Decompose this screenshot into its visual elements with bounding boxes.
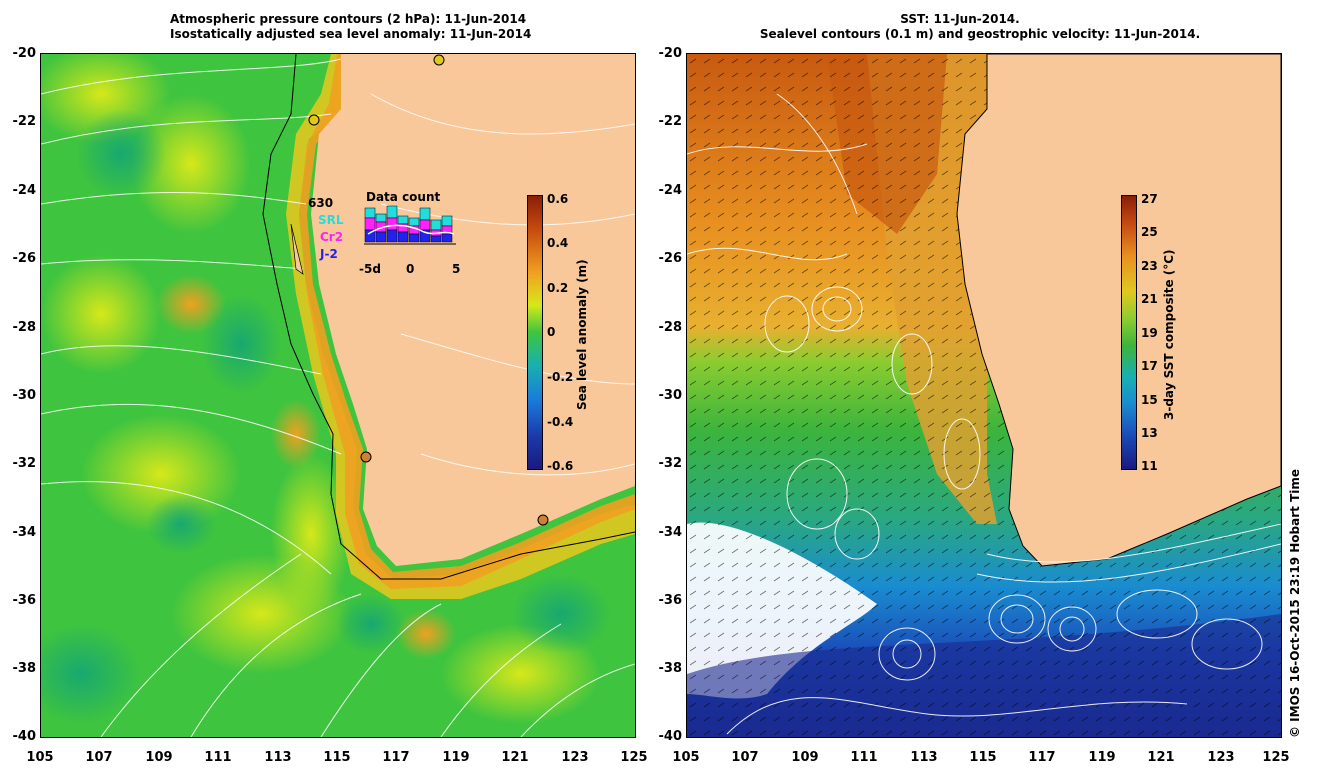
right-xtick: 109 [791,750,819,765]
left-xtick: 117 [382,750,410,765]
right-cb-tick: 17 [1141,359,1158,373]
left-map [40,53,636,738]
left-ytick: -36 [12,593,37,608]
inset-count: 630 [308,196,334,210]
inset-title: Data count [366,190,441,204]
right-cb-tick: 21 [1141,292,1158,306]
right-map [686,53,1282,738]
right-cb-tick: 19 [1141,326,1158,340]
left-xtick: 115 [323,750,351,765]
right-cb-tick: 25 [1141,225,1158,239]
right-ytick: -26 [658,251,683,266]
right-ytick: -36 [658,593,683,608]
tide-gauge-marker [433,54,445,66]
right-ytick: -24 [658,183,683,198]
left-cb-tick: -0.4 [547,415,574,429]
left-ytick: -20 [12,46,37,61]
right-cb-tick: 15 [1141,393,1158,407]
right-xtick: 125 [1262,750,1290,765]
left-colorbar [527,195,543,470]
left-xtick: 113 [264,750,292,765]
right-ytick: -22 [658,114,683,129]
right-xtick: 107 [731,750,759,765]
inset-sat-srl: SRL [318,213,344,227]
right-xtick: 121 [1147,750,1175,765]
right-ytick: -34 [658,525,683,540]
right-ytick: -38 [658,661,683,676]
inset-xtick-5: 5 [452,262,461,276]
right-ytick: -32 [658,456,683,471]
left-ytick: -24 [12,183,37,198]
left-cb-tick: 0.6 [547,192,569,206]
right-xtick: 105 [672,750,700,765]
tide-gauge-marker [360,451,372,463]
left-title-line1: Atmospheric pressure contours (2 hPa): 1… [170,12,527,26]
right-xtick: 117 [1028,750,1056,765]
left-ytick: -30 [12,388,37,403]
tide-gauge-marker [308,114,320,126]
right-cb-tick: 11 [1141,459,1158,473]
left-cb-tick: 0.4 [547,236,569,250]
right-title-line1: SST: 11-Jun-2014. [900,12,1020,26]
left-ytick: -28 [12,320,37,335]
right-colorbar-label: 3-day SST composite (°C) [1162,249,1176,420]
right-ytick: -20 [658,46,683,61]
left-colorbar-label: Sea level anomaly (m) [575,259,589,410]
inset-xtick-minus5: -5d [359,262,381,276]
left-ytick: -40 [12,729,37,744]
right-xtick: 123 [1207,750,1235,765]
right-xtick: 113 [910,750,938,765]
right-xtick: 119 [1088,750,1116,765]
inset-sat-j2: J-2 [320,247,338,261]
data-count-histogram [364,205,456,245]
right-colorbar [1121,195,1137,470]
imos-stamp: © IMOS 16-Oct-2015 23:19 Hobart Time [1288,468,1302,738]
inset-xtick-0: 0 [406,262,415,276]
left-xtick: 105 [26,750,54,765]
right-title-line2: Sealevel contours (0.1 m) and geostrophi… [759,27,1201,41]
tide-gauge-marker [537,514,549,526]
left-title-line2: Isostatically adjusted sea level anomaly… [170,27,532,41]
left-xtick: 125 [620,750,648,765]
left-ytick: -34 [12,525,37,540]
left-ytick: -22 [12,114,37,129]
left-xtick: 123 [561,750,589,765]
left-ytick: -32 [12,456,37,471]
left-xtick: 119 [442,750,470,765]
left-xtick: 111 [204,750,232,765]
left-cb-tick: -0.2 [547,370,574,384]
left-xtick: 109 [145,750,173,765]
sst-map [687,54,1281,737]
right-cb-tick: 23 [1141,259,1158,273]
left-xtick: 121 [501,750,529,765]
right-ytick: -40 [658,729,683,744]
right-cb-tick: 27 [1141,192,1158,206]
right-xtick: 115 [969,750,997,765]
right-xtick: 111 [850,750,878,765]
left-cb-tick: 0.2 [547,281,569,295]
right-ytick: -30 [658,388,683,403]
sea-level-anomaly-map [41,54,635,737]
inset-sat-cr2: Cr2 [320,230,344,244]
right-cb-tick: 13 [1141,426,1158,440]
left-xtick: 107 [85,750,113,765]
right-ytick: -28 [658,320,683,335]
left-cb-tick: 0 [547,325,556,339]
left-ytick: -26 [12,251,37,266]
left-ytick: -38 [12,661,37,676]
left-cb-tick: -0.6 [547,459,574,473]
